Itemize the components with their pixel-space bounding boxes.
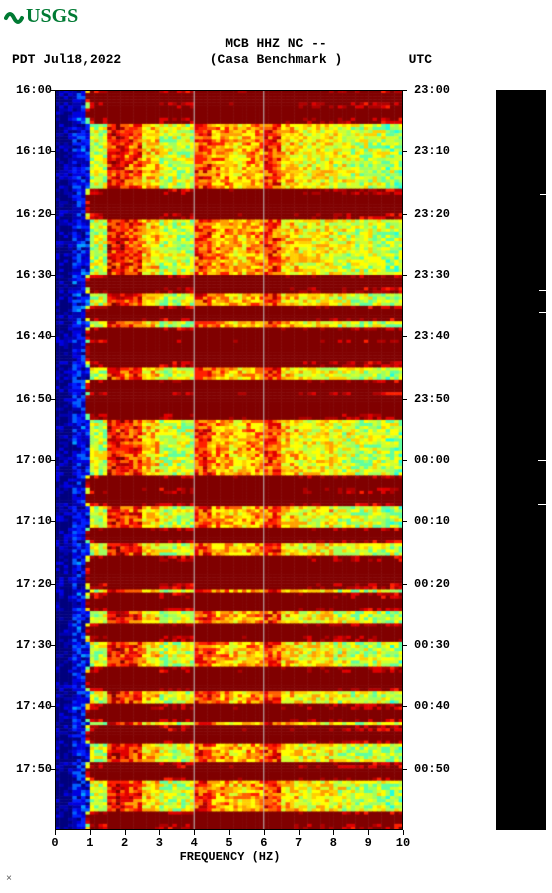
tick-mark [403,336,407,337]
x-tick: 7 [295,836,302,850]
x-tick: 0 [51,836,58,850]
x-tick: 4 [191,836,198,850]
tick-mark [333,830,334,835]
x-axis-title: FREQUENCY (HZ) [0,850,460,864]
y-left-tick: 16:40 [4,329,52,343]
tick-mark [403,521,407,522]
colorbar-tick [538,460,546,461]
y-left-tick: 17:40 [4,699,52,713]
y-left-tick: 17:30 [4,638,52,652]
y-right-tick: 00:30 [414,638,450,652]
x-tick: 8 [330,836,337,850]
tick-mark [51,521,55,522]
x-tick: 1 [86,836,93,850]
tick-mark [51,584,55,585]
header-mid: (Casa Benchmark ) [0,52,552,67]
tick-mark [51,151,55,152]
tick-mark [403,769,407,770]
tick-mark [264,830,265,835]
y-left-tick: 16:50 [4,392,52,406]
colorbar-tick [538,504,546,505]
y-right-tick: 00:00 [414,453,450,467]
spectrogram-canvas [55,90,403,830]
x-tick: 3 [156,836,163,850]
tick-mark [403,399,407,400]
y-right-tick: 23:20 [414,207,450,221]
tick-mark [51,460,55,461]
y-left-tick: 16:00 [4,83,52,97]
tick-mark [51,214,55,215]
y-left-tick: 17:00 [4,453,52,467]
y-left-tick: 17:50 [4,762,52,776]
colorbar-tick [539,312,546,313]
y-left-tick: 16:10 [4,144,52,158]
y-left-tick: 16:30 [4,268,52,282]
tick-mark [403,214,407,215]
tick-mark [125,830,126,835]
colorbar-tick [539,290,546,291]
station-line: MCB HHZ NC -- [0,36,552,51]
tick-mark [51,399,55,400]
y-right-tick: 00:40 [414,699,450,713]
y-left-tick: 17:10 [4,514,52,528]
x-tick: 6 [260,836,267,850]
tick-mark [403,706,407,707]
colorbar [496,90,546,830]
y-left-tick: 17:20 [4,577,52,591]
tick-mark [51,769,55,770]
tick-mark [368,830,369,835]
header-right: UTC [409,52,432,67]
tick-mark [159,830,160,835]
tick-mark [403,830,404,835]
tick-mark [55,830,56,835]
y-right-tick: 23:10 [414,144,450,158]
tick-mark [90,830,91,835]
tick-mark [194,830,195,835]
x-tick: 5 [225,836,232,850]
x-tick: 9 [365,836,372,850]
footer-symbol: × [6,874,12,885]
y-right-tick: 23:30 [414,268,450,282]
x-tick: 2 [121,836,128,850]
colorbar-tick [540,194,546,195]
tick-mark [403,460,407,461]
y-right-tick: 00:50 [414,762,450,776]
tick-mark [51,90,55,91]
y-right-tick: 23:40 [414,329,450,343]
tick-mark [403,584,407,585]
y-left-tick: 16:20 [4,207,52,221]
tick-mark [51,275,55,276]
tick-mark [51,336,55,337]
y-right-tick: 00:20 [414,577,450,591]
y-right-tick: 23:00 [414,83,450,97]
tick-mark [403,645,407,646]
tick-mark [403,90,407,91]
tick-mark [51,706,55,707]
tick-mark [229,830,230,835]
tick-mark [299,830,300,835]
tick-mark [403,151,407,152]
tick-mark [403,275,407,276]
x-tick: 10 [396,836,410,850]
usgs-logo: USGS [4,2,104,35]
y-right-tick: 23:50 [414,392,450,406]
y-right-tick: 00:10 [414,514,450,528]
spectrogram-plot [55,90,403,830]
usgs-logo-text: USGS [26,5,78,27]
tick-mark [51,645,55,646]
